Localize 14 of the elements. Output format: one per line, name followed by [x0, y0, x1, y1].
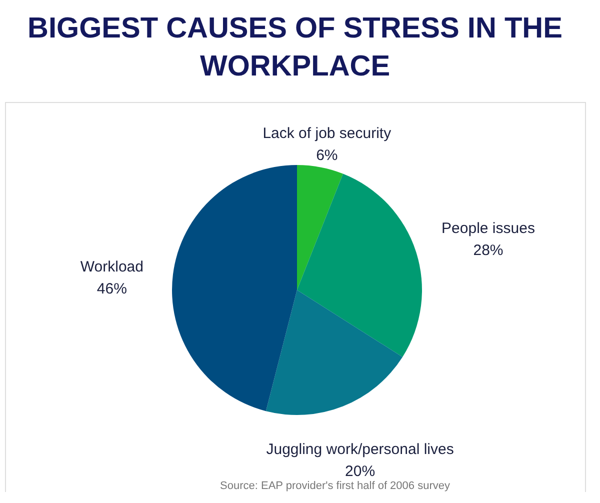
data-label: 46% — [96, 280, 127, 298]
pie-slice — [172, 165, 297, 412]
slice-label: Lack of job security — [262, 125, 392, 142]
pie-slice — [297, 174, 422, 357]
pie-slice — [266, 290, 403, 415]
pie-slice — [297, 165, 344, 290]
slice-label: People issues — [442, 220, 535, 237]
slice-label: Workload — [80, 258, 144, 276]
data-label: 20% — [345, 463, 376, 480]
slice-label: Juggling work/personal lives — [266, 441, 454, 458]
source-note: Source: EAP provider's first half of 2006 survey — [220, 480, 450, 492]
chart-title: BIGGEST CAUSES OF STRESS IN THE WORKPLACE — [28, 12, 562, 82]
data-label: 6% — [316, 147, 338, 164]
data-label: 28% — [473, 242, 504, 259]
